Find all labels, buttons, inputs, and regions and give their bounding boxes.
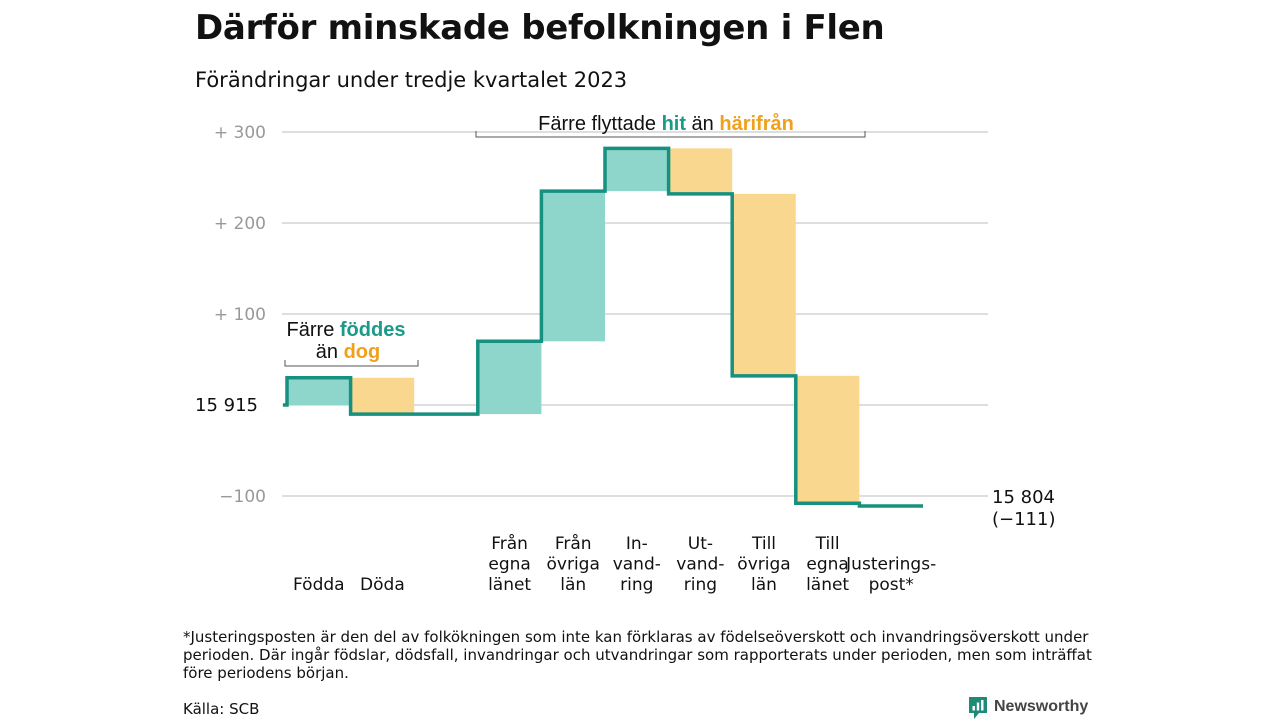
source-note: Källa: SCB [183,700,260,718]
start-value-label: 15 915 [195,395,258,416]
y-tick-label: + 100 [214,305,266,325]
annotation-part: härifrån [719,112,793,135]
category-label: län [751,575,777,595]
newsworthy-logo: Newsworthy [968,696,1088,720]
category-label: övriga [547,555,600,575]
annotation-part: än [316,341,344,363]
category-label: länet [806,575,849,595]
end-change-label: (−111) [992,509,1055,530]
annotation-part: hit [662,113,687,135]
category-label: post* [869,575,914,595]
waterfall-bar [668,148,733,194]
chart-title: Därför minskade befolkningen i Flen [195,8,885,48]
category-label: vand- [613,555,661,575]
category-label: ring [620,575,653,595]
y-tick-label: + 300 [214,123,266,143]
end-value-label: 15 804 [992,487,1055,508]
category-label: In- [626,534,648,554]
annotation-part: dog [344,341,381,363]
category-label: Till [815,534,840,554]
footnote: *Justeringsposten är den del av folkökni… [183,628,1092,682]
newsworthy-logo-icon [969,697,987,719]
waterfall-bar [287,377,351,405]
annotation-part: Färre flyttade [538,113,661,135]
category-label: ring [684,575,717,595]
annotation-text: än dog [316,341,380,363]
waterfall-bar [732,193,796,376]
waterfall-bar [541,191,605,342]
annotation-part: föddes [340,319,406,341]
level-step-line [283,146,923,508]
category-label: Justerings- [845,555,936,575]
waterfall-bar [605,148,669,192]
annotation-bracket [284,360,419,367]
category-label: län [560,575,586,595]
chart-subtitle: Förändringar under tredje kvartalet 2023 [195,68,628,92]
waterfall-bar [477,341,542,415]
category-label: Från [491,533,528,554]
category-label: övriga [737,555,790,575]
waterfall-bar [350,377,415,415]
category-label: egna [488,555,530,575]
category-label: egna [806,555,848,575]
category-label: länet [488,575,531,595]
category-label: Till [751,534,776,554]
annotation-text: Färre flyttade hit än härifrån [538,112,794,135]
y-tick-label: + 200 [214,214,266,234]
annotation-bracket [475,131,866,138]
annotation-part: Färre [287,319,340,341]
y-tick-label: −100 [219,487,266,507]
newsworthy-logo-text: Newsworthy [994,698,1089,715]
category-label: Ut- [688,534,713,554]
annotation-text: Färre föddes [287,319,406,341]
waterfall-bar [795,375,860,504]
category-label: vand- [676,555,724,575]
category-label: Döda [360,575,405,595]
category-label: Från [555,533,592,554]
annotation-part: än [686,113,719,135]
category-label: Födda [293,575,345,595]
